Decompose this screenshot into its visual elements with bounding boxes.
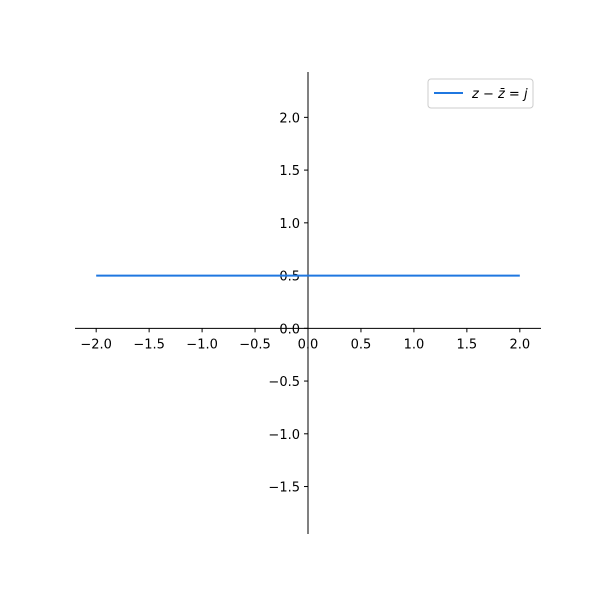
x-tick-label: −2.0 xyxy=(80,337,112,352)
y-axis-ticks: −1.5 −1.0 −0.5 0.0 0.5 1.0 1.5 2.0 xyxy=(268,111,308,496)
legend: z − z̄ = j xyxy=(427,78,534,109)
y-tick-label: 1.0 xyxy=(279,217,300,232)
x-axis-ticks: −2.0 −1.5 −1.0 −0.5 0.0 0.5 1.0 1.5 2.0 xyxy=(80,328,530,352)
y-tick-label: 0.5 xyxy=(279,270,300,285)
x-tick-label: −0.5 xyxy=(239,337,271,352)
y-tick-label: −1.0 xyxy=(268,428,300,443)
x-tick-label: −1.0 xyxy=(186,337,218,352)
legend-label: z − z̄ = j xyxy=(471,87,528,102)
y-tick-label: −1.5 xyxy=(268,481,300,496)
y-tick-label: 2.0 xyxy=(279,111,300,126)
y-tick-label: 0.0 xyxy=(279,322,300,337)
x-tick-label: −1.5 xyxy=(133,337,165,352)
x-tick-label: 1.5 xyxy=(457,337,478,352)
legend-box xyxy=(427,78,534,109)
x-tick-label: 0.5 xyxy=(351,337,372,352)
y-tick-label: 1.5 xyxy=(279,164,300,179)
y-tick-label: −0.5 xyxy=(268,375,300,390)
x-tick-label: 2.0 xyxy=(509,337,530,352)
x-tick-label: 0.0 xyxy=(298,337,319,352)
x-tick-label: 1.0 xyxy=(404,337,425,352)
axes xyxy=(75,72,541,534)
